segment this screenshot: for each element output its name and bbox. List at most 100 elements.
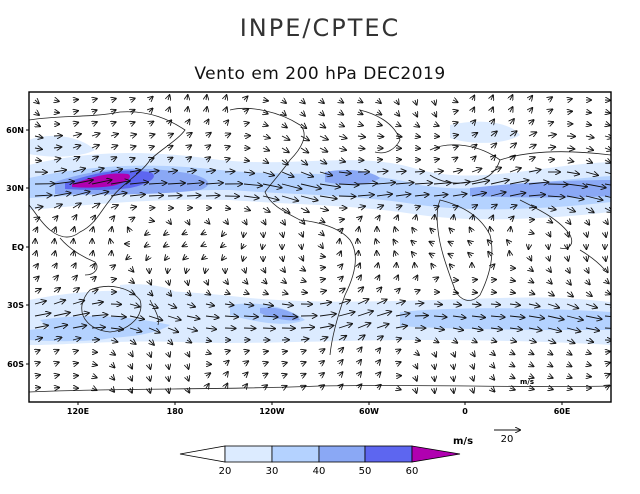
wind-vector <box>434 206 439 208</box>
wind-vector <box>567 352 572 355</box>
wind-vector <box>167 304 176 308</box>
wind-vector <box>434 124 439 126</box>
color-bar-label-20: 20 <box>219 466 232 477</box>
wind-vector <box>396 350 400 353</box>
wind-vector <box>72 134 81 136</box>
wind-vector <box>528 170 541 172</box>
wind-vector <box>72 203 81 208</box>
wind-vector <box>339 239 340 244</box>
wind-vector <box>54 350 59 352</box>
wind-vector <box>53 147 61 148</box>
wind-vector <box>54 375 59 376</box>
wind-vector <box>34 136 43 138</box>
wind-vector <box>168 158 172 160</box>
wind-vector <box>53 204 62 208</box>
wind-vector <box>263 268 265 272</box>
wind-vector <box>471 181 489 184</box>
wind-vector <box>472 157 476 161</box>
wind-vector <box>586 220 589 225</box>
wind-vector <box>186 170 196 172</box>
wind-vector <box>263 292 268 294</box>
wind-vector <box>224 171 235 172</box>
wind-vector <box>73 215 77 220</box>
wind-vector <box>452 328 463 330</box>
wind-vector <box>168 340 172 344</box>
color-bar-label-50: 50 <box>359 466 372 477</box>
wind-vector <box>225 120 228 124</box>
color-bar-low-triangle <box>179 445 226 463</box>
wind-vector <box>339 372 343 376</box>
wind-vector <box>301 220 304 224</box>
color-bar-label-60: 60 <box>406 466 419 477</box>
wind-vector <box>129 170 140 172</box>
wind-vector <box>414 303 423 304</box>
wind-vector <box>547 184 568 185</box>
wind-vector <box>567 364 571 366</box>
wind-vector <box>128 228 130 233</box>
wind-vector <box>111 352 115 355</box>
wind-vector <box>510 280 515 281</box>
wind-vector <box>453 158 457 161</box>
wind-vector <box>91 327 105 328</box>
wind-vector <box>357 299 368 305</box>
wind-vector <box>491 216 493 221</box>
wind-vector <box>168 120 171 124</box>
color-bar-labels: 20 30 40 50 60 <box>219 466 419 477</box>
wind-vector <box>206 384 209 388</box>
wind-vector <box>282 220 285 225</box>
wind-vector <box>357 183 377 184</box>
wind-vector <box>358 239 359 244</box>
wind-vector <box>510 156 515 160</box>
wind-vector <box>338 136 347 138</box>
wind-vector <box>53 300 65 304</box>
wind-vector <box>585 208 594 212</box>
wind-vector <box>507 240 510 244</box>
wind-vector <box>548 388 553 389</box>
wind-vector <box>164 232 168 235</box>
wind-vector <box>130 98 135 100</box>
wind-vector <box>605 220 608 224</box>
wind-vector <box>605 256 606 261</box>
wind-vector <box>547 304 559 308</box>
wind-vector <box>319 196 337 199</box>
wind-vector <box>395 171 406 172</box>
wind-vector <box>319 148 327 152</box>
wind-vector <box>243 184 262 186</box>
wind-vector <box>415 206 420 208</box>
wind-vector <box>53 325 67 328</box>
wind-vector <box>548 280 552 284</box>
wind-vector <box>168 376 169 381</box>
wind-vector <box>300 339 308 340</box>
wind-vector <box>604 327 611 329</box>
wind-vector <box>339 264 342 268</box>
wind-vector <box>453 292 458 293</box>
wind-vector <box>547 134 556 136</box>
wind-vector <box>92 388 97 390</box>
wind-vector <box>450 228 454 232</box>
wind-vector <box>281 148 289 152</box>
wind-vector <box>164 244 168 247</box>
wind-vector <box>586 376 591 377</box>
wind-vector <box>54 251 55 256</box>
wind-vector <box>110 145 117 148</box>
wind-vector <box>35 264 38 268</box>
wind-vector <box>202 244 207 246</box>
wind-vector <box>225 146 230 148</box>
wind-vector <box>491 120 494 125</box>
wind-vector <box>547 159 554 160</box>
lon-label-60w: 60W <box>359 407 379 416</box>
wind-vector <box>528 132 536 136</box>
wind-vector <box>377 276 379 281</box>
wind-vector <box>187 120 190 124</box>
wind-vector <box>605 232 606 237</box>
wind-vector <box>145 244 149 247</box>
wind-vector <box>244 384 247 388</box>
wind-vector <box>130 292 135 294</box>
wind-vector <box>129 194 145 196</box>
wind-vector <box>73 111 78 112</box>
lon-label-60e: 60E <box>554 407 571 416</box>
organization-title: INPE/CPTEC <box>239 14 401 42</box>
wind-vector <box>528 304 540 306</box>
wind-vector <box>225 384 227 388</box>
wind-vector <box>566 328 580 332</box>
